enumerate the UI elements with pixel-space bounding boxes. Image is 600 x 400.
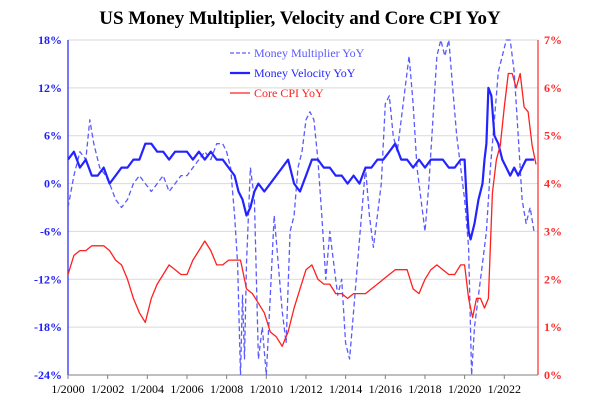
series-money-velocity: [68, 86, 534, 241]
series-money-multiplier: [68, 39, 535, 375]
right-axis-ticks: 7% 6% 5% 4% 3% 2% 1% 0%: [544, 33, 562, 382]
x-tick-label: 1/2020: [448, 382, 481, 396]
right-tick-label: 5%: [544, 129, 562, 143]
right-tick-label: 7%: [544, 33, 562, 47]
left-tick-label: 0%: [44, 177, 62, 191]
left-tick-label: -24%: [34, 368, 62, 382]
right-tick-label: 6%: [544, 81, 562, 95]
x-axis-ticks: 1/2000 1/2002 1/2004 1/2006 1/2008 1/2010 1/20…: [51, 375, 521, 396]
x-tick-label: 1/2010: [250, 382, 283, 396]
legend-label: Money Multiplier YoY: [254, 46, 365, 60]
chart-title: US Money Multiplier, Velocity and Core C…: [99, 8, 501, 29]
x-tick-label: 1/2022: [488, 382, 521, 396]
x-tick-label: 1/2016: [369, 382, 402, 396]
x-tick-label: 1/2012: [289, 382, 322, 396]
series-core-cpi: [68, 72, 537, 347]
left-tick-label: 12%: [38, 81, 62, 95]
left-tick-label: -6%: [40, 224, 62, 238]
legend-label: Core CPI YoY: [254, 86, 324, 100]
legend: Money Multiplier YoY Money Velocity YoY Co…: [230, 46, 365, 100]
left-tick-label: 18%: [38, 33, 62, 47]
x-tick-label: 1/2008: [210, 382, 243, 396]
left-axis-ticks: 18% 12% 6% 0% -6% -12% -18% -24%: [34, 33, 62, 382]
right-tick-label: 4%: [544, 177, 562, 191]
x-tick-label: 1/2002: [91, 382, 124, 396]
left-tick-label: -12%: [34, 272, 62, 286]
left-tick-label: 6%: [44, 129, 62, 143]
series-lines: [68, 39, 537, 375]
right-tick-label: 1%: [544, 320, 562, 334]
left-tick-label: -18%: [34, 320, 62, 334]
x-tick-label: 1/2018: [408, 382, 441, 396]
right-tick-label: 0%: [544, 368, 562, 382]
right-tick-label: 2%: [544, 272, 562, 286]
legend-label: Money Velocity YoY: [254, 66, 356, 80]
right-tick-label: 3%: [544, 224, 562, 238]
x-tick-label: 1/2004: [131, 382, 164, 396]
x-tick-label: 1/2014: [329, 382, 362, 396]
x-tick-label: 1/2000: [51, 382, 84, 396]
x-tick-label: 1/2006: [170, 382, 203, 396]
